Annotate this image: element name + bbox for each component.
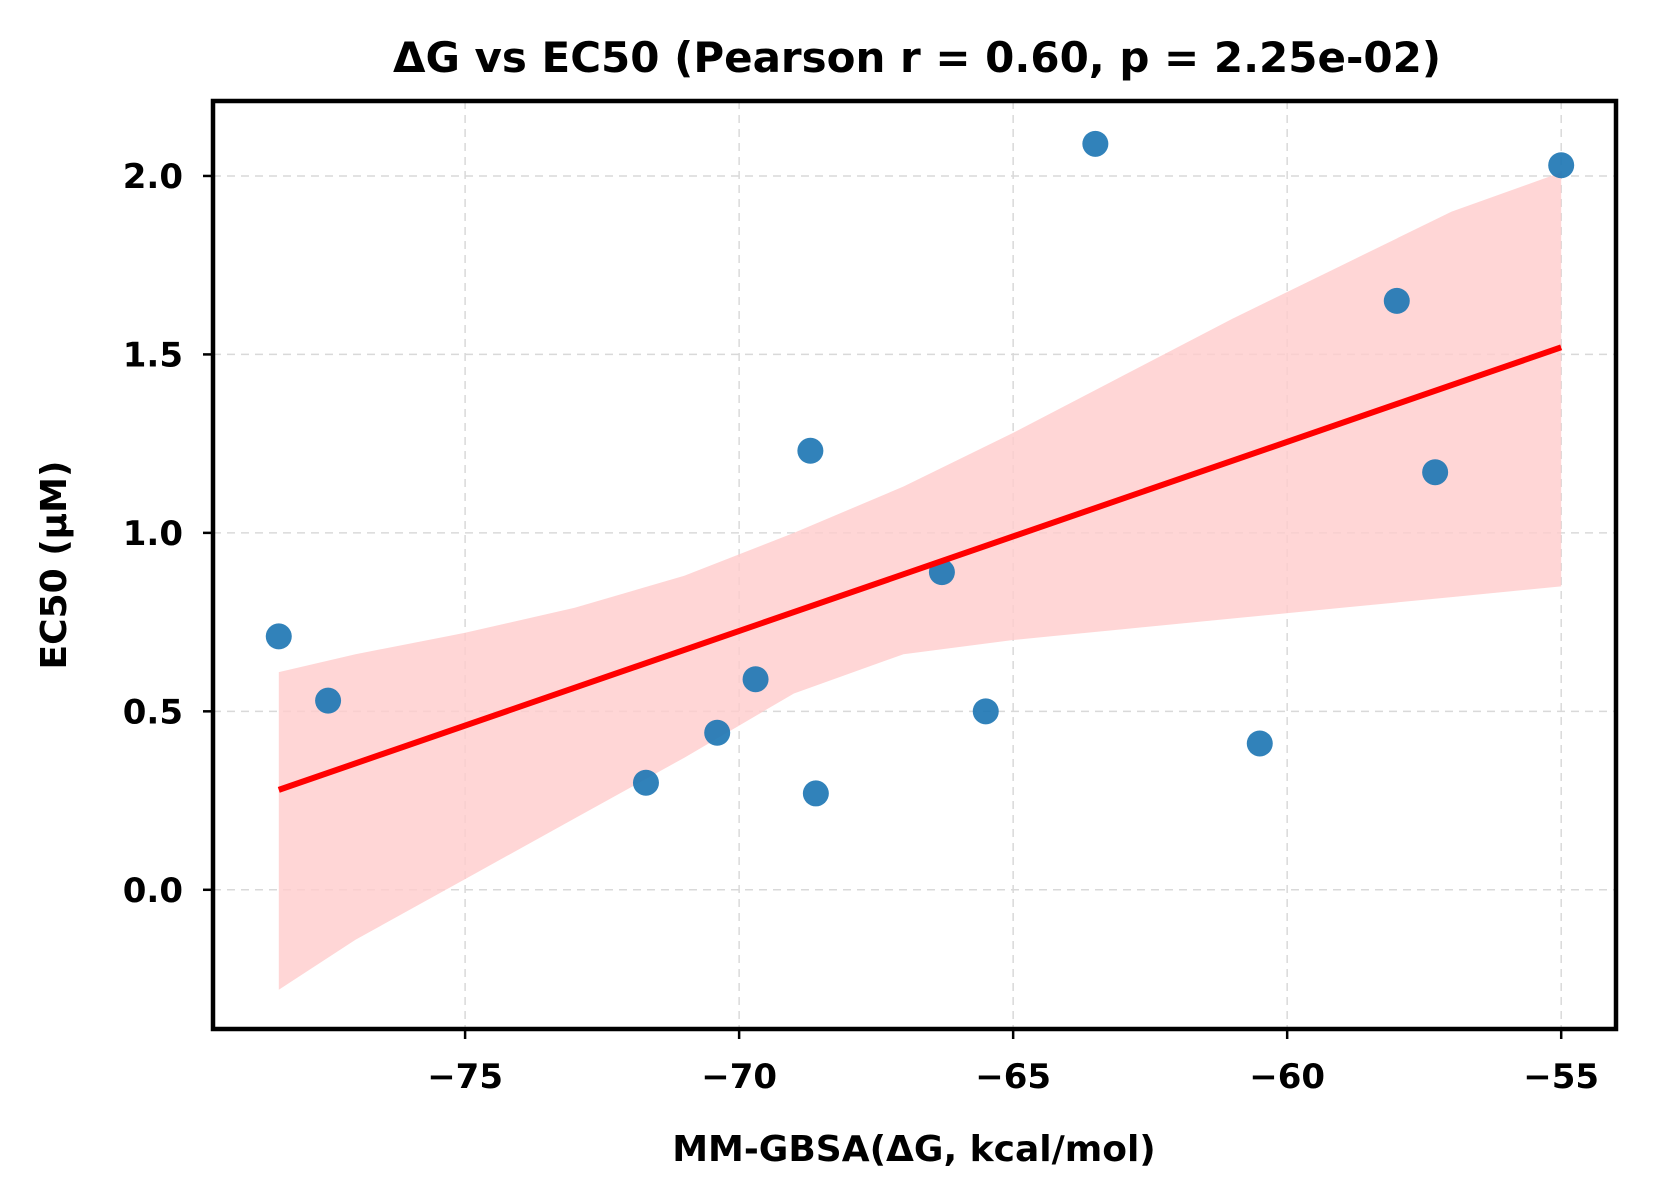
data-point-13 [1422, 459, 1449, 486]
x-tick-label: −65 [975, 1057, 1051, 1097]
confidence-band [278, 172, 1562, 990]
x-tick-label: −75 [427, 1057, 503, 1097]
confidence-band-layer [278, 172, 1562, 990]
y-tick-label: 0.5 [123, 692, 183, 732]
data-point-9 [972, 698, 999, 725]
axis-ticks: −75 −70 −65 −60 −55 0.0 0.5 1.0 1.5 2.0 [123, 157, 1599, 1097]
y-tick-label: 1.0 [123, 514, 183, 554]
y-tick-label: 1.5 [123, 335, 183, 375]
chart-title: ΔG vs EC50 (Pearson r = 0.60, p = 2.25e-… [393, 33, 1441, 82]
y-tick-label: 0.0 [123, 871, 183, 911]
y-tick-label: 2.0 [123, 157, 183, 197]
data-point-6 [797, 437, 824, 464]
data-point-12 [1383, 287, 1410, 314]
data-point-7 [802, 780, 829, 807]
x-tick-label: −60 [1249, 1057, 1325, 1097]
data-point-5 [742, 666, 769, 693]
data-point-4 [704, 719, 731, 746]
data-point-3 [632, 769, 659, 796]
x-tick-label: −70 [701, 1057, 777, 1097]
regression-line-layer [277, 344, 1563, 793]
plot-frame [210, 98, 1619, 1032]
regression-line [277, 344, 1563, 793]
data-point-11 [1246, 730, 1273, 757]
data-point-10 [1082, 130, 1109, 157]
data-point-14 [1548, 152, 1575, 179]
points-layer [265, 130, 1575, 807]
data-point-1 [265, 623, 292, 650]
x-axis-label: MM-GBSA(ΔG, kcal/mol) [672, 1129, 1156, 1170]
y-axis-label: EC50 (μM) [34, 461, 75, 670]
x-tick-label: −55 [1523, 1057, 1599, 1097]
data-point-2 [315, 687, 342, 714]
